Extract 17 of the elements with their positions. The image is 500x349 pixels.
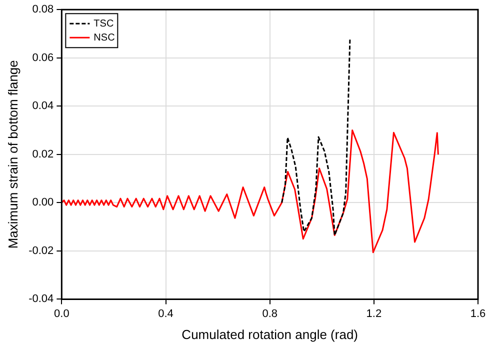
- y-tick-label: -0.04: [28, 293, 54, 306]
- x-tick-label: 0.4: [158, 308, 174, 320]
- x-tick-label: 1.2: [366, 308, 382, 320]
- legend-label: NSC: [94, 32, 115, 44]
- y-tick-label: 0.04: [32, 100, 54, 112]
- legend-label: TSC: [94, 18, 114, 30]
- x-tick-label: 0.0: [54, 308, 70, 320]
- y-tick-label: 0.02: [32, 148, 54, 160]
- y-tick-label: -0.02: [28, 244, 54, 257]
- y-tick-label: 0.08: [32, 4, 54, 16]
- y-tick-label: 0.06: [32, 52, 54, 64]
- x-tick-label: 1.6: [470, 308, 486, 320]
- y-axis-title: Maximum strain of bottom flange: [5, 60, 20, 249]
- x-axis-title: Cumulated rotation angle (rad): [182, 326, 358, 342]
- x-tick-label: 0.8: [262, 308, 278, 320]
- line-series: [281, 38, 351, 236]
- y-tick-label: 0.00: [32, 196, 54, 209]
